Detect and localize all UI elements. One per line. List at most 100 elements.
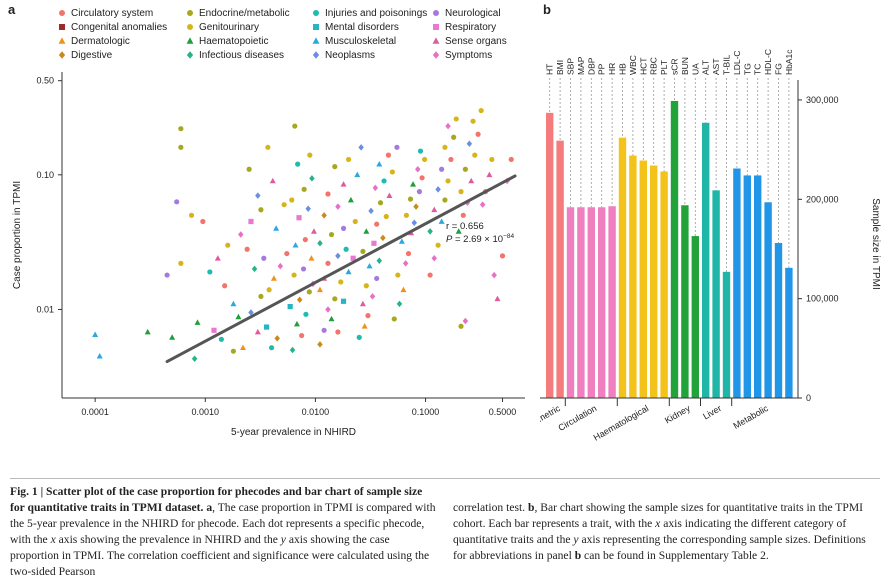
panel-a-label: a — [8, 2, 16, 17]
bar-label-ht: HT — [545, 64, 555, 75]
figure-caption: Fig. 1 | Scatter plot of the case propor… — [10, 478, 880, 584]
legend-marker-infectious-diseases-diamond-icon — [186, 51, 194, 60]
scatter-point — [361, 323, 368, 329]
scatter-point — [445, 122, 451, 130]
scatter-point — [354, 171, 361, 178]
scatter-point — [389, 169, 395, 175]
bar-fg — [774, 243, 783, 398]
scatter-point — [296, 296, 303, 304]
scatter-point — [369, 293, 376, 300]
scatter-point — [96, 353, 103, 359]
legend-marker-shape — [58, 37, 66, 45]
scatter-chart: 0.0001 0.0010 0.0100 0.1000 0.5000 0.01 0.10 0.… — [12, 72, 525, 438]
scatter-point — [321, 212, 327, 219]
bar-label-hct: HCT — [638, 58, 648, 75]
scatter-point — [306, 289, 312, 295]
scatter-point — [255, 192, 261, 199]
legend-item-neoplasms: Neoplasms — [312, 50, 375, 61]
scatter-point — [376, 161, 383, 167]
bar-label-t-bil: T-BIL — [722, 54, 732, 75]
legend-item-digestive: Digestive — [58, 50, 112, 61]
bar-label-bun: BUN — [680, 57, 690, 75]
scatter-point — [435, 186, 441, 193]
scatter-point — [174, 199, 180, 205]
scatter-point — [460, 212, 466, 218]
scatter-point — [261, 255, 267, 261]
scatter-point — [169, 334, 176, 340]
scatter-point — [416, 189, 423, 195]
legend-marker-genitourinary-circle-icon — [187, 24, 193, 31]
legend-marker-shape — [433, 10, 439, 17]
bar-label-hdl-c: HDL-C — [763, 49, 773, 75]
legend-marker-mental-disorders-square-icon — [313, 24, 319, 31]
bar-label-rbc: RBC — [649, 57, 659, 75]
legend-label: Musculoskeletal — [325, 36, 397, 47]
legend-item-musculoskeletal: Musculoskeletal — [312, 36, 396, 47]
legend-item-sense-organs: Sense organs — [432, 36, 507, 47]
caption-right-text-4: axis representing the corresponding samp… — [453, 533, 866, 562]
scatter-point — [258, 293, 264, 300]
bar-y-axis-label: Sample size in TPMI — [870, 198, 881, 290]
scatter-point — [335, 329, 341, 335]
scatter-point — [376, 257, 382, 264]
x-tick-label: 0.0010 — [192, 407, 220, 417]
scatter-point — [230, 348, 236, 354]
caption-left-column: Fig. 1 | Scatter plot of the case propor… — [10, 484, 438, 580]
scatter-point — [442, 144, 448, 150]
bar-hct — [639, 160, 647, 398]
bar-label-alt: ALT — [701, 60, 711, 75]
scatter-point — [372, 184, 379, 192]
scatter-point — [347, 196, 354, 203]
caption-a-x: x — [50, 533, 56, 546]
scatter-point — [478, 107, 484, 114]
scatter-point — [439, 166, 445, 172]
legend-marker-respiratory-square-icon — [433, 24, 439, 31]
scatter-point — [287, 304, 293, 310]
legend-marker-digestive-diamond-icon — [58, 51, 66, 60]
scatter-point — [303, 311, 309, 317]
scatter-point — [178, 144, 184, 150]
bar-tc — [754, 175, 762, 398]
legend-label: Neoplasms — [325, 50, 376, 61]
bar-hb — [618, 137, 627, 399]
scatter-point — [343, 246, 349, 252]
scatter-point — [368, 207, 374, 215]
scatter-point — [289, 197, 295, 203]
scatter-point — [470, 118, 476, 124]
scatter-point — [427, 272, 433, 278]
bar-label-ast: AST — [711, 58, 721, 75]
scatter-point — [317, 240, 323, 247]
bar-map — [577, 207, 585, 398]
scatter-point — [244, 246, 250, 252]
legend-label: Sense organs — [445, 36, 507, 47]
scatter-point — [230, 300, 237, 307]
scatter-point — [225, 242, 231, 248]
legend-marker-haematopoietic-triangle-icon — [186, 37, 194, 45]
scatter-point — [316, 286, 323, 293]
legend-label: Digestive — [71, 50, 113, 61]
caption-right-text-5: can be found in Supplementary Table 2. — [581, 549, 769, 562]
legend-marker-circulatory-system-circle-icon — [59, 10, 65, 17]
group-label-liver: Liver — [701, 403, 723, 421]
scatter-point — [328, 315, 335, 322]
scatter-point — [431, 206, 438, 213]
scatter-point — [486, 171, 493, 178]
scatter-point — [235, 313, 242, 320]
scatter-point — [266, 287, 272, 293]
scatter-point — [178, 126, 184, 132]
scatter-point — [340, 225, 347, 231]
scatter-point — [402, 260, 409, 267]
bar-dbp — [587, 207, 595, 398]
legend-item-respiratory: Respiratory — [432, 22, 496, 33]
scatter-point — [340, 298, 347, 304]
bar-tg — [743, 175, 751, 398]
caption-right-text-1: correlation test. — [453, 501, 529, 514]
legend-label: Neurological — [445, 8, 501, 19]
scatter-point — [466, 140, 473, 148]
scatter-point — [328, 231, 335, 238]
bar-label-plt: PLT — [659, 60, 669, 75]
scatter-point — [455, 228, 462, 234]
scatter-point — [246, 166, 252, 172]
scatter-point — [270, 275, 277, 281]
scatter-point — [296, 215, 302, 221]
